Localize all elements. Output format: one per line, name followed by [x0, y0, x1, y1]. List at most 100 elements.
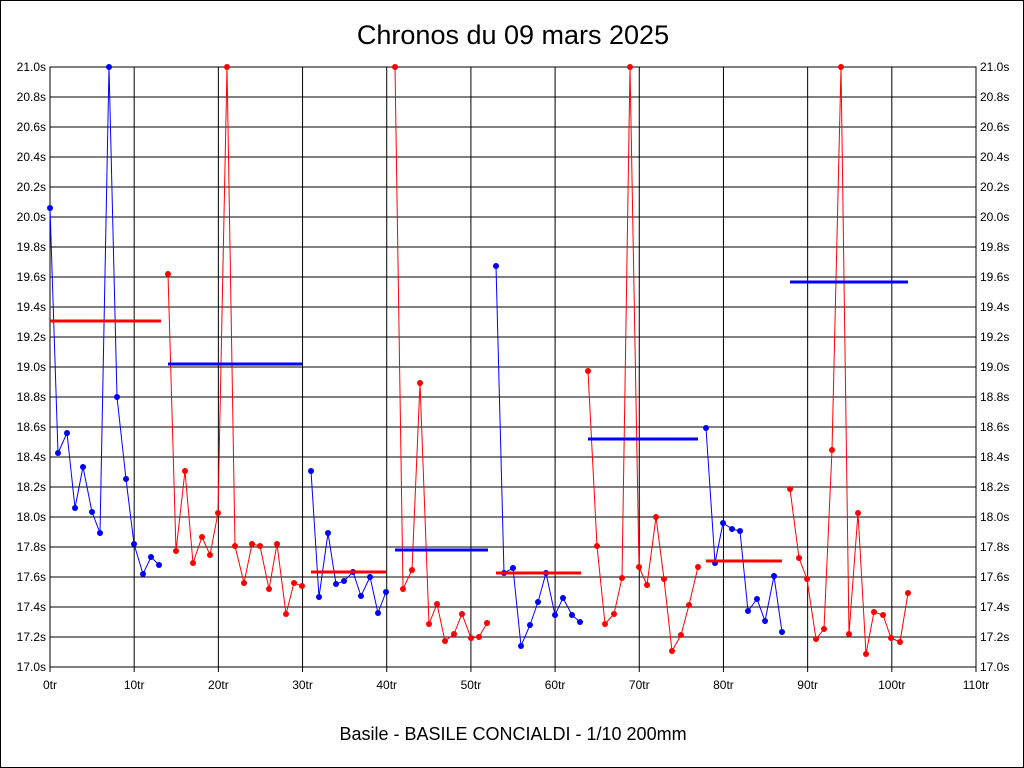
y-tick-label: 20.0s — [980, 210, 1009, 224]
y-tick-label: 20.4s — [980, 150, 1009, 164]
y-tick-label: 17.6s — [980, 570, 1009, 584]
y-tick-label: 18.2s — [980, 480, 1009, 494]
data-point — [224, 64, 230, 70]
x-tick-label: 80tr — [713, 678, 734, 692]
y-tick-label: 20.6s — [17, 120, 46, 134]
x-tick-label: 60tr — [545, 678, 566, 692]
data-point — [493, 263, 499, 269]
data-point — [476, 634, 482, 640]
data-point — [796, 555, 802, 561]
data-point — [838, 64, 844, 70]
data-point — [720, 520, 726, 526]
data-point — [468, 635, 474, 641]
y-tick-label: 18.2s — [17, 480, 46, 494]
data-point — [291, 580, 297, 586]
data-point — [703, 425, 709, 431]
y-tick-label: 20.0s — [17, 210, 46, 224]
y-tick-label: 20.2s — [980, 180, 1009, 194]
session-5 — [493, 263, 583, 649]
data-point — [47, 205, 53, 211]
data-point — [729, 526, 735, 532]
series-markers — [47, 64, 162, 577]
x-tick-label: 100tr — [878, 678, 905, 692]
series-markers — [392, 64, 490, 644]
data-point — [754, 596, 760, 602]
y-tick-labels-right: 17.0s 17.2s 17.4s 17.6s 17.8s 18.0s 18.2… — [980, 60, 1009, 674]
data-point — [560, 595, 566, 601]
session-3 — [308, 468, 389, 616]
x-tick-label: 70tr — [629, 678, 650, 692]
y-tick-label: 17.4s — [980, 600, 1009, 614]
x-tick-label: 10tr — [124, 678, 145, 692]
data-point — [552, 612, 558, 618]
data-point — [199, 534, 205, 540]
data-point — [72, 505, 78, 511]
data-point — [459, 611, 465, 617]
data-point — [518, 643, 524, 649]
y-tick-label: 17.8s — [17, 540, 46, 554]
data-point — [358, 593, 364, 599]
data-point — [594, 543, 600, 549]
y-tick-label: 18.8s — [980, 390, 1009, 404]
session-7 — [703, 425, 785, 635]
y-tick-labels-left: 17.0s 17.2s 17.4s 17.6s 17.8s 18.0s 18.2… — [17, 60, 46, 674]
x-tick-label: 0tr — [43, 678, 57, 692]
x-tick-labels: 0tr 10tr 20tr 30tr 40tr 50tr 60tr 70tr 8… — [43, 678, 989, 692]
data-point — [409, 567, 415, 573]
x-tick-label: 110tr — [963, 678, 989, 692]
data-point — [215, 510, 221, 516]
y-tick-label: 17.0s — [17, 660, 46, 674]
y-tick-label: 17.2s — [17, 630, 46, 644]
series-markers — [703, 425, 785, 635]
y-tick-label: 19.6s — [17, 270, 46, 284]
data-point — [417, 380, 423, 386]
data-point — [333, 581, 339, 587]
y-tick-label: 18.0s — [17, 510, 46, 524]
data-point — [97, 530, 103, 536]
x-tick-label: 20tr — [208, 678, 229, 692]
data-point — [871, 609, 877, 615]
series-line — [310, 470, 387, 615]
data-point — [897, 639, 903, 645]
x-tick-label: 40tr — [376, 678, 397, 692]
data-point — [569, 612, 575, 618]
data-point — [787, 486, 793, 492]
data-point — [114, 394, 120, 400]
data-point — [855, 510, 861, 516]
data-point — [846, 631, 852, 637]
series-markers — [585, 64, 701, 654]
data-point — [695, 564, 701, 570]
data-point — [165, 271, 171, 277]
y-tick-label: 17.4s — [17, 600, 46, 614]
data-point — [316, 594, 322, 600]
session-6 — [585, 64, 701, 654]
data-point — [400, 586, 406, 592]
session-1 — [47, 64, 162, 577]
data-point — [804, 576, 810, 582]
data-point — [737, 528, 743, 534]
data-point — [611, 611, 617, 617]
y-tick-label: 19.0s — [17, 360, 46, 374]
y-tick-label: 19.4s — [17, 300, 46, 314]
data-point — [527, 622, 533, 628]
data-point — [905, 590, 911, 596]
data-point — [182, 468, 188, 474]
data-point — [619, 575, 625, 581]
data-point — [249, 541, 255, 547]
data-point — [325, 530, 331, 536]
y-tick-label: 20.6s — [980, 120, 1009, 134]
y-tick-label: 18.6s — [17, 420, 46, 434]
series-line — [705, 427, 783, 633]
y-tick-label: 19.8s — [980, 240, 1009, 254]
y-tick-label: 18.8s — [17, 390, 46, 404]
data-point — [232, 543, 238, 549]
data-point — [653, 514, 659, 520]
data-point — [383, 589, 389, 595]
x-tick-label: 90tr — [797, 678, 818, 692]
data-point — [535, 599, 541, 605]
x-tick-label: 30tr — [292, 678, 313, 692]
session-2 — [165, 64, 305, 617]
data-point — [89, 509, 95, 515]
data-point — [190, 560, 196, 566]
